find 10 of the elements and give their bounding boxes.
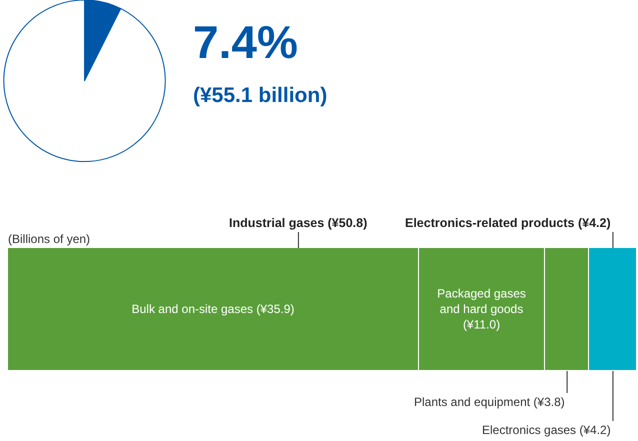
text: Industrial gases (¥50.8) <box>229 216 368 230</box>
series-label: Packaged gases and hard goods <box>437 286 526 316</box>
text: (¥55.1 billion) <box>193 84 328 107</box>
text: Plants and equipment (¥3.8) <box>414 395 565 409</box>
chart-title: 7.4% <box>193 16 298 68</box>
text: Electronics-related products (¥4.2) <box>405 216 611 230</box>
y-axis-title: (Billions of yen) <box>8 232 90 246</box>
data-label: (¥11.0) <box>462 318 500 332</box>
text: Bulk and on-site gases (¥35.9) <box>132 302 294 316</box>
text: Electronics gases (¥4.2) <box>482 423 611 437</box>
